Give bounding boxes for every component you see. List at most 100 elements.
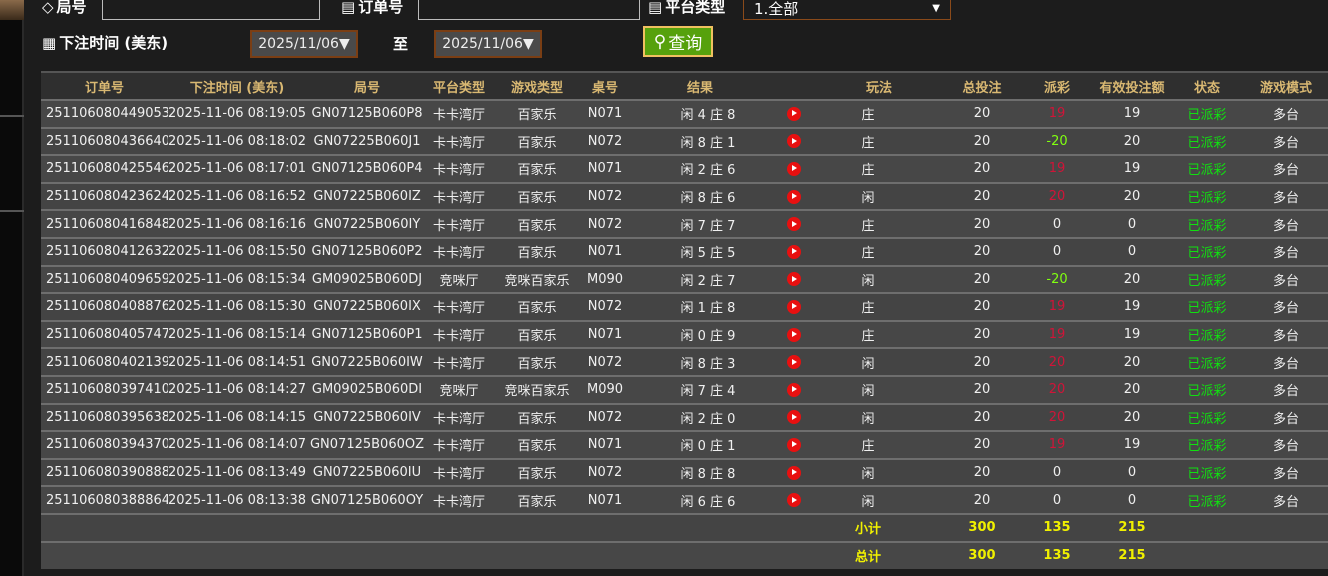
header-round-no: 局号 bbox=[306, 71, 428, 100]
cell-game-type: 百家乐 bbox=[490, 319, 584, 349]
cell-table-no: M090 bbox=[584, 264, 626, 294]
play-video-icon[interactable] bbox=[787, 272, 801, 287]
total-total-bet: 300 bbox=[944, 540, 1020, 570]
total-label: 总计 bbox=[814, 540, 944, 570]
play-video-icon[interactable] bbox=[787, 299, 801, 314]
cell-table-no: N072 bbox=[584, 181, 626, 211]
play-video-icon[interactable] bbox=[787, 465, 801, 480]
play-video-icon[interactable] bbox=[787, 410, 801, 425]
cell-bet-type: 闲 bbox=[814, 374, 944, 404]
cell-platform: 卡卡湾厅 bbox=[428, 209, 490, 238]
header-order-no: 订单号 bbox=[41, 71, 168, 100]
video-cell[interactable] bbox=[774, 430, 814, 459]
cell-bet-time: 2025-11-06 08:14:15 bbox=[168, 402, 306, 432]
cell-bet-type: 庄 bbox=[814, 292, 944, 321]
cell-total-bet: 20 bbox=[944, 485, 1020, 514]
cell-result: 闲 2 庄 6 bbox=[626, 154, 774, 183]
empty-cell bbox=[774, 540, 814, 570]
cell-valid-bet: 0 bbox=[1094, 236, 1170, 266]
cell-platform: 卡卡湾厅 bbox=[428, 347, 490, 376]
video-cell[interactable] bbox=[774, 292, 814, 321]
cell-status: 已派彩 bbox=[1170, 154, 1244, 183]
video-cell[interactable] bbox=[774, 374, 814, 404]
order-input[interactable] bbox=[418, 0, 640, 20]
cell-valid-bet: 20 bbox=[1094, 264, 1170, 294]
empty-cell bbox=[306, 540, 428, 570]
play-video-icon[interactable] bbox=[787, 244, 801, 259]
video-cell[interactable] bbox=[774, 347, 814, 376]
empty-cell bbox=[774, 512, 814, 542]
play-video-icon[interactable] bbox=[787, 134, 801, 149]
video-cell[interactable] bbox=[774, 319, 814, 349]
cell-round-no: GN07125B060P1 bbox=[306, 319, 428, 349]
cell-round-no: GN07125B060OZ bbox=[306, 430, 428, 459]
cell-bet-time: 2025-11-06 08:15:34 bbox=[168, 264, 306, 294]
query-button[interactable]: ⚲ 查询 bbox=[643, 26, 713, 57]
play-video-icon[interactable] bbox=[787, 493, 801, 508]
play-video-icon[interactable] bbox=[787, 327, 801, 342]
cell-table-no: N072 bbox=[584, 347, 626, 376]
empty-cell bbox=[626, 540, 774, 570]
video-cell[interactable] bbox=[774, 154, 814, 183]
cell-payout: 0 bbox=[1020, 485, 1094, 514]
table-row: 251106080436640 2025-11-06 08:18:02 GN0722… bbox=[41, 126, 1328, 156]
video-cell[interactable] bbox=[774, 236, 814, 266]
left-panel bbox=[0, 0, 24, 576]
play-video-icon[interactable] bbox=[787, 106, 801, 121]
cell-platform: 卡卡湾厅 bbox=[428, 236, 490, 266]
cell-game-mode: 多台 bbox=[1244, 264, 1328, 294]
cell-bet-type: 庄 bbox=[814, 319, 944, 349]
video-cell[interactable] bbox=[774, 181, 814, 211]
cell-total-bet: 20 bbox=[944, 264, 1020, 294]
video-cell[interactable] bbox=[774, 402, 814, 432]
video-cell[interactable] bbox=[774, 264, 814, 294]
play-video-icon[interactable] bbox=[787, 189, 801, 204]
cell-valid-bet: 20 bbox=[1094, 374, 1170, 404]
cell-game-type: 百家乐 bbox=[490, 209, 584, 238]
round-input[interactable] bbox=[102, 0, 320, 20]
cell-payout: 19 bbox=[1020, 99, 1094, 128]
play-video-icon[interactable] bbox=[787, 217, 801, 232]
video-cell[interactable] bbox=[774, 126, 814, 156]
cell-game-type: 竞咪百家乐 bbox=[490, 264, 584, 294]
cell-order-no: 251106080436640 bbox=[41, 126, 168, 156]
video-cell[interactable] bbox=[774, 485, 814, 514]
cell-round-no: GN07225B060IW bbox=[306, 347, 428, 376]
cell-payout: 20 bbox=[1020, 181, 1094, 211]
table-header: 订单号 下注时间 (美东) 局号 平台类型 游戏类型 桌号 结果 玩法 总投注 派彩 有效投注额 状态… bbox=[41, 71, 1328, 100]
time-label: ▦ 下注时间 (美东) bbox=[42, 32, 168, 53]
play-video-icon[interactable] bbox=[787, 355, 801, 370]
date-from-picker[interactable]: 2025/11/06▼ bbox=[250, 30, 358, 58]
cell-bet-type: 闲 bbox=[814, 402, 944, 432]
date-to-picker[interactable]: 2025/11/06▼ bbox=[434, 30, 542, 58]
cell-status: 已派彩 bbox=[1170, 485, 1244, 514]
subtotal-row: 小计 300 135 215 bbox=[41, 512, 1328, 542]
cell-order-no: 251106080416848 bbox=[41, 209, 168, 238]
empty-cell bbox=[490, 512, 584, 542]
subtotal-payout: 135 bbox=[1020, 512, 1094, 542]
cell-result: 闲 2 庄 7 bbox=[626, 264, 774, 294]
video-cell[interactable] bbox=[774, 99, 814, 128]
play-video-icon[interactable] bbox=[787, 437, 801, 452]
cell-game-type: 百家乐 bbox=[490, 485, 584, 514]
cell-game-mode: 多台 bbox=[1244, 319, 1328, 349]
empty-cell bbox=[168, 512, 306, 542]
video-cell[interactable] bbox=[774, 209, 814, 238]
subtotal-label: 小计 bbox=[814, 512, 944, 542]
play-video-icon[interactable] bbox=[787, 161, 801, 176]
table-row: 251106080390888 2025-11-06 08:13:49 GN0722… bbox=[41, 457, 1328, 487]
video-cell[interactable] bbox=[774, 457, 814, 487]
cell-payout: 0 bbox=[1020, 236, 1094, 266]
cell-payout: 20 bbox=[1020, 347, 1094, 376]
play-video-icon[interactable] bbox=[787, 382, 801, 397]
platform-select[interactable]: 1.全部 ▼ bbox=[743, 0, 951, 20]
header-payout: 派彩 bbox=[1020, 71, 1094, 100]
subtotal-valid-bet: 215 bbox=[1094, 512, 1170, 542]
dropdown-arrow-icon: ▼ bbox=[932, 2, 940, 14]
empty-cell bbox=[306, 512, 428, 542]
cell-valid-bet: 19 bbox=[1094, 319, 1170, 349]
table-row: 251106080409659 2025-11-06 08:15:34 GM0902… bbox=[41, 264, 1328, 294]
cell-status: 已派彩 bbox=[1170, 430, 1244, 459]
cell-bet-type: 闲 bbox=[814, 347, 944, 376]
cell-bet-type: 庄 bbox=[814, 154, 944, 183]
